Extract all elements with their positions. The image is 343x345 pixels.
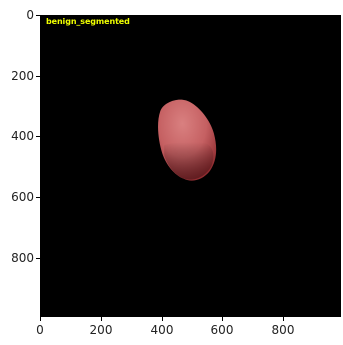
x-tick-mark: [162, 317, 163, 321]
x-tick-mark: [40, 317, 41, 321]
x-tick-label: 600: [210, 323, 234, 337]
x-tick-mark: [222, 317, 223, 321]
y-tick-label: 400: [11, 129, 34, 143]
image-panel: benign_segmented: [40, 15, 341, 317]
x-tick-label: 800: [271, 323, 295, 337]
y-tick-label: 0: [26, 8, 34, 22]
image-label: benign_segmented: [46, 17, 130, 26]
y-tick-label: 200: [11, 69, 34, 83]
x-tick-mark: [283, 317, 284, 321]
y-tick-mark: [36, 258, 40, 259]
y-tick-mark: [36, 15, 40, 16]
x-tick-mark: [101, 317, 102, 321]
y-tick-mark: [36, 197, 40, 198]
y-tick-mark: [36, 136, 40, 137]
y-tick-label: 600: [11, 190, 34, 204]
segmented-lesion-image: [158, 99, 217, 181]
x-tick-label: 200: [89, 323, 113, 337]
y-tick-mark: [36, 76, 40, 77]
x-tick-label: 400: [150, 323, 174, 337]
x-tick-label: 0: [36, 323, 44, 337]
y-tick-label: 800: [11, 251, 34, 265]
lesion-shadow: [164, 142, 214, 180]
